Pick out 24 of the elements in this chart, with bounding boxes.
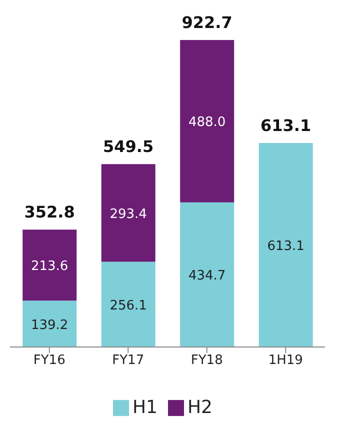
total-label: 352.8 <box>24 202 75 222</box>
x-tick-label: FY16 <box>33 353 66 368</box>
data-label: 613.1 <box>267 239 304 254</box>
legend-label: H1 <box>132 397 158 418</box>
legend-label: H2 <box>188 397 212 418</box>
bar <box>22 230 77 301</box>
data-label: 139.2 <box>30 318 68 333</box>
x-tick-label: FY17 <box>112 353 144 368</box>
bar <box>101 262 156 347</box>
x-tick-label: FY18 <box>190 353 223 368</box>
total-label: 922.7 <box>182 13 232 32</box>
data-label: 256.1 <box>110 298 147 314</box>
total-label: 613.1 <box>260 116 312 136</box>
bar <box>22 300 77 347</box>
data-label: 293.4 <box>110 206 147 222</box>
bar <box>180 40 234 202</box>
bar <box>101 164 156 262</box>
data-label: 488.0 <box>188 115 226 130</box>
bar <box>180 202 234 347</box>
data-label: 434.7 <box>188 268 226 284</box>
data-label: 213.6 <box>30 259 68 274</box>
total-label: 549.5 <box>103 137 154 156</box>
bar <box>258 143 313 347</box>
x-tick-label: 1H19 <box>268 353 303 368</box>
